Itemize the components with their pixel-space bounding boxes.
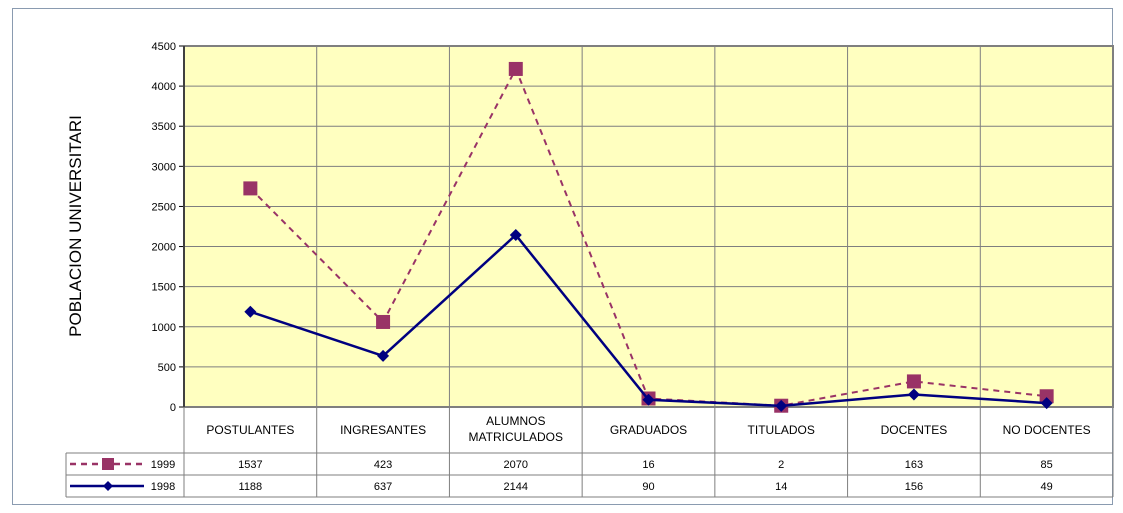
data-point-1999 <box>508 61 523 76</box>
data-point-1998 <box>1040 397 1053 410</box>
data-point-1999 <box>243 181 258 196</box>
data-point-1998 <box>244 305 257 318</box>
category-label: ALUMNOS <box>486 414 545 428</box>
legend-marker-1999 <box>102 458 114 470</box>
data-label: 163 <box>905 459 923 471</box>
legend-label: 1998 <box>151 481 175 493</box>
y-tick-label: 3500 <box>152 121 176 133</box>
data-point-1998 <box>642 393 655 406</box>
category-label: NO DOCENTES <box>1003 423 1091 437</box>
data-label: 16 <box>642 459 654 471</box>
data-point-1999 <box>376 314 391 329</box>
category-label: DOCENTES <box>881 423 948 437</box>
data-label: 423 <box>374 459 392 471</box>
category-label: POSTULANTES <box>206 423 294 437</box>
legend-marker-1998 <box>103 481 113 491</box>
y-tick-label: 1500 <box>152 282 176 294</box>
data-point-1998 <box>907 388 920 401</box>
y-tick-label: 3000 <box>152 161 176 173</box>
y-tick-label: 1000 <box>152 322 176 334</box>
y-tick-label: 500 <box>158 362 176 374</box>
y-tick-label: 4500 <box>152 41 176 53</box>
data-point-1998 <box>377 349 390 362</box>
plot-area <box>184 46 1113 407</box>
data-label: 49 <box>1041 481 1053 493</box>
data-point-1999 <box>1039 389 1054 404</box>
data-label: 1188 <box>239 481 263 493</box>
data-label: 2 <box>778 459 784 471</box>
category-label: MATRICULADOS <box>469 430 563 444</box>
y-axis-label: POBLACION UNIVERSITARI <box>66 115 85 337</box>
category-label: TITULADOS <box>748 423 815 437</box>
y-tick-label: 2500 <box>152 201 176 213</box>
legend-label: 1999 <box>151 459 175 471</box>
data-point-1998 <box>775 399 788 412</box>
data-label: 85 <box>1041 459 1053 471</box>
data-label: 2144 <box>504 481 528 493</box>
data-point-1998 <box>509 229 522 242</box>
data-label: 90 <box>642 481 654 493</box>
data-label: 156 <box>905 481 923 493</box>
category-label: INGRESANTES <box>340 423 426 437</box>
y-tick-label: 4000 <box>152 81 176 93</box>
data-label: 637 <box>374 481 392 493</box>
data-label: 14 <box>775 481 787 493</box>
data-label: 2070 <box>504 459 528 471</box>
data-point-1999 <box>906 374 921 389</box>
y-tick-label: 0 <box>170 402 176 414</box>
data-label: 1537 <box>238 459 262 471</box>
y-tick-label: 2000 <box>152 242 176 254</box>
category-label: GRADUADOS <box>610 423 687 437</box>
